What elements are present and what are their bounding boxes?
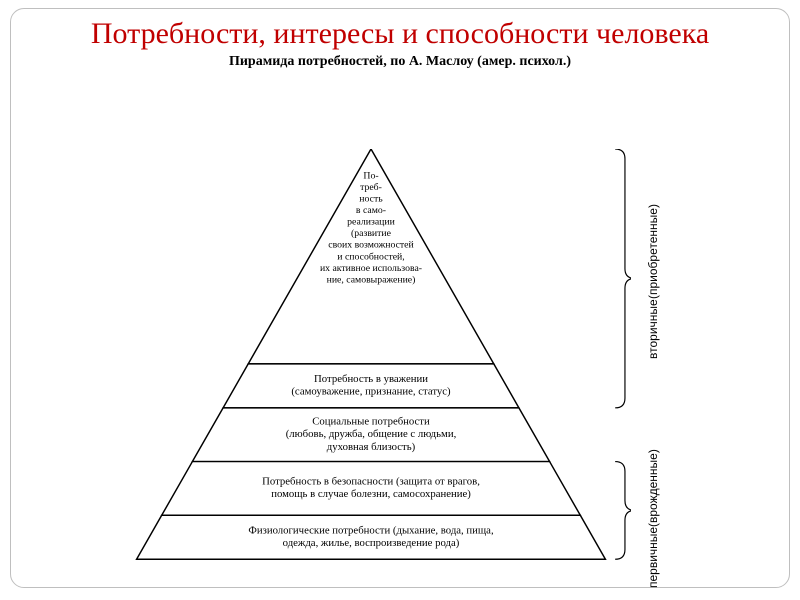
pyramid-level-0-line-3: в само- — [356, 205, 386, 216]
pyramid-level-3-line-0: Потребность в безопасности (защита от вр… — [262, 476, 480, 488]
brace-label-0-line2: (приобретенные) — [647, 204, 660, 299]
pyramid-level-1-line-1: (самоуважение, признание, статус) — [291, 386, 451, 398]
brace-label-1: первичные(врожденные) — [647, 469, 660, 569]
slide-title: Потребности, интересы и способности чело… — [11, 9, 789, 52]
pyramid-level-0-line-7: и способностей, — [337, 251, 404, 262]
pyramid-level-1-line-0: Потребность в уважении — [314, 373, 428, 385]
pyramid-level-0-line-8: их активное использова- — [320, 263, 422, 274]
brace-label-1-line2: (врожденные) — [647, 450, 660, 528]
pyramid-level-3-line-1: помощь в случае болезни, самосохранение) — [271, 488, 471, 500]
pyramid-svg: По-треб-ностьв само-реализации(развитиес… — [111, 149, 631, 569]
pyramid-level-0-line-5: (развитие — [351, 228, 391, 239]
maslow-pyramid: По-треб-ностьв само-реализации(развитиес… — [111, 149, 631, 569]
pyramid-level-0-line-1: треб- — [360, 182, 382, 193]
brace-1 — [615, 462, 631, 560]
pyramid-level-4-line-0: Физиологические потребности (дыхание, во… — [248, 524, 493, 536]
pyramid-level-2-line-2: духовная близость) — [327, 441, 416, 453]
pyramid-level-0-line-4: реализации — [347, 217, 395, 228]
pyramid-level-0-line-6: своих возможностей — [328, 240, 413, 251]
slide-frame: Потребности, интересы и способности чело… — [10, 8, 790, 588]
brace-label-0: вторичные(приобретенные) — [647, 149, 660, 414]
slide-subtitle: Пирамида потребностей, по А. Маслоу (аме… — [11, 54, 789, 70]
brace-label-1-line1: первичные — [647, 527, 660, 588]
pyramid-level-0-line-9: ние, самовыражение) — [327, 274, 416, 285]
pyramid-level-0-line-2: ность — [359, 194, 383, 205]
pyramid-level-4-line-1: одежда, жилье, воспроизведение рода) — [283, 537, 460, 549]
brace-0 — [615, 149, 631, 408]
brace-label-0-line1: вторичные — [647, 299, 660, 359]
pyramid-level-2-line-0: Социальные потребности — [312, 415, 430, 427]
pyramid-level-2-line-1: (любовь, дружба, общение с людьми, — [286, 428, 457, 440]
pyramid-level-0-line-0: По- — [363, 171, 378, 182]
